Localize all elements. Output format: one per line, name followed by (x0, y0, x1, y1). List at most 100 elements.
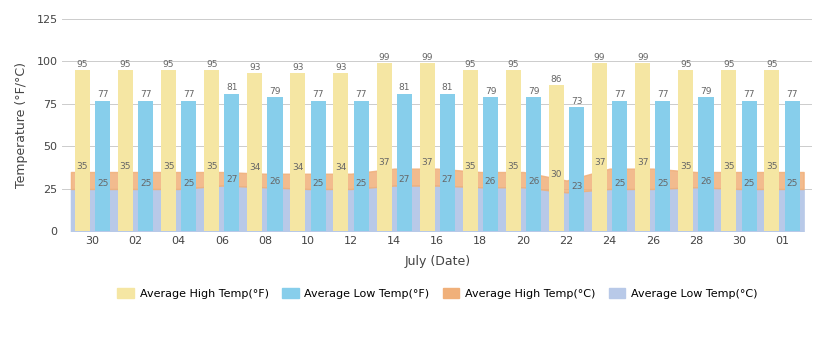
Bar (138, 101, 154, 231)
Bar (569, 108, 584, 231)
Text: 95: 95 (163, 60, 174, 69)
Text: 79: 79 (701, 87, 712, 96)
Text: 37: 37 (378, 158, 390, 167)
Bar (290, 73, 305, 231)
Text: 93: 93 (249, 63, 261, 72)
Text: 23: 23 (571, 182, 583, 191)
Bar (247, 73, 262, 231)
Text: 79: 79 (269, 87, 281, 96)
Text: 35: 35 (465, 162, 476, 171)
Text: 95: 95 (508, 60, 519, 69)
Text: 25: 25 (312, 178, 324, 188)
Text: 93: 93 (335, 63, 347, 72)
Text: 99: 99 (378, 53, 390, 62)
Text: 73: 73 (571, 97, 583, 106)
Text: 77: 77 (744, 90, 754, 99)
Bar (635, 63, 650, 231)
Text: 34: 34 (292, 163, 304, 172)
Text: 35: 35 (680, 162, 691, 171)
Text: 79: 79 (528, 87, 540, 96)
Bar (267, 97, 282, 231)
Text: 35: 35 (120, 162, 131, 171)
Text: 77: 77 (312, 90, 324, 99)
Bar (440, 94, 455, 231)
Text: 25: 25 (787, 178, 798, 188)
Text: 26: 26 (701, 177, 711, 186)
Bar (118, 70, 133, 231)
Text: 35: 35 (508, 162, 519, 171)
Text: 25: 25 (744, 178, 754, 188)
Bar (181, 101, 197, 231)
Bar (505, 70, 521, 231)
Text: 37: 37 (593, 158, 605, 167)
Text: 34: 34 (335, 163, 347, 172)
Text: 81: 81 (442, 83, 453, 92)
Text: 77: 77 (183, 90, 194, 99)
X-axis label: July (Date): July (Date) (404, 255, 471, 268)
Text: 34: 34 (249, 163, 261, 172)
Bar (678, 70, 693, 231)
Text: 30: 30 (550, 170, 562, 179)
Text: 95: 95 (206, 60, 217, 69)
Text: 77: 77 (97, 90, 109, 99)
Text: 95: 95 (766, 60, 778, 69)
Y-axis label: Temperature (°F/°C): Temperature (°F/°C) (15, 62, 28, 188)
Text: 99: 99 (422, 53, 433, 62)
Text: 86: 86 (550, 75, 562, 84)
Text: 77: 77 (614, 90, 626, 99)
Text: 26: 26 (269, 177, 281, 186)
Bar (75, 70, 90, 231)
Bar (95, 101, 110, 231)
Text: 35: 35 (723, 162, 735, 171)
Text: 27: 27 (398, 175, 410, 184)
Bar (161, 70, 176, 231)
Text: 25: 25 (614, 178, 626, 188)
Bar (310, 101, 325, 231)
Bar (377, 63, 392, 231)
Text: 25: 25 (183, 178, 194, 188)
Text: 81: 81 (226, 83, 237, 92)
Text: 77: 77 (355, 90, 367, 99)
Bar (656, 101, 671, 231)
Text: 35: 35 (76, 162, 88, 171)
Text: 95: 95 (76, 60, 88, 69)
Text: 27: 27 (442, 175, 453, 184)
Text: 77: 77 (657, 90, 669, 99)
Text: 35: 35 (163, 162, 174, 171)
Text: 37: 37 (422, 158, 433, 167)
Bar (204, 70, 219, 231)
Text: 25: 25 (97, 178, 108, 188)
Text: 25: 25 (140, 178, 151, 188)
Text: 26: 26 (528, 177, 540, 186)
Text: 93: 93 (292, 63, 304, 72)
Text: 81: 81 (398, 83, 410, 92)
Bar (462, 70, 478, 231)
Bar (741, 101, 757, 231)
Bar (592, 63, 607, 231)
Text: 77: 77 (787, 90, 798, 99)
Bar (224, 94, 239, 231)
Text: 35: 35 (766, 162, 778, 171)
Text: 95: 95 (680, 60, 691, 69)
Bar (354, 101, 369, 231)
Text: 79: 79 (485, 87, 496, 96)
Bar (549, 85, 564, 231)
Text: 25: 25 (355, 178, 367, 188)
Bar (784, 101, 800, 231)
Text: 25: 25 (657, 178, 669, 188)
Text: 95: 95 (465, 60, 476, 69)
Bar (397, 94, 412, 231)
Bar (699, 97, 714, 231)
Text: 95: 95 (723, 60, 735, 69)
Bar (613, 101, 627, 231)
Text: 37: 37 (637, 158, 648, 167)
Bar (420, 63, 435, 231)
Text: 99: 99 (593, 53, 605, 62)
Text: 95: 95 (120, 60, 131, 69)
Bar (721, 70, 736, 231)
Bar (764, 70, 779, 231)
Bar (483, 97, 498, 231)
Text: 26: 26 (485, 177, 496, 186)
Legend: Average High Temp(°F), Average Low Temp(°F), Average High Temp(°C), Average Low : Average High Temp(°F), Average Low Temp(… (113, 284, 762, 303)
Text: 27: 27 (227, 175, 237, 184)
